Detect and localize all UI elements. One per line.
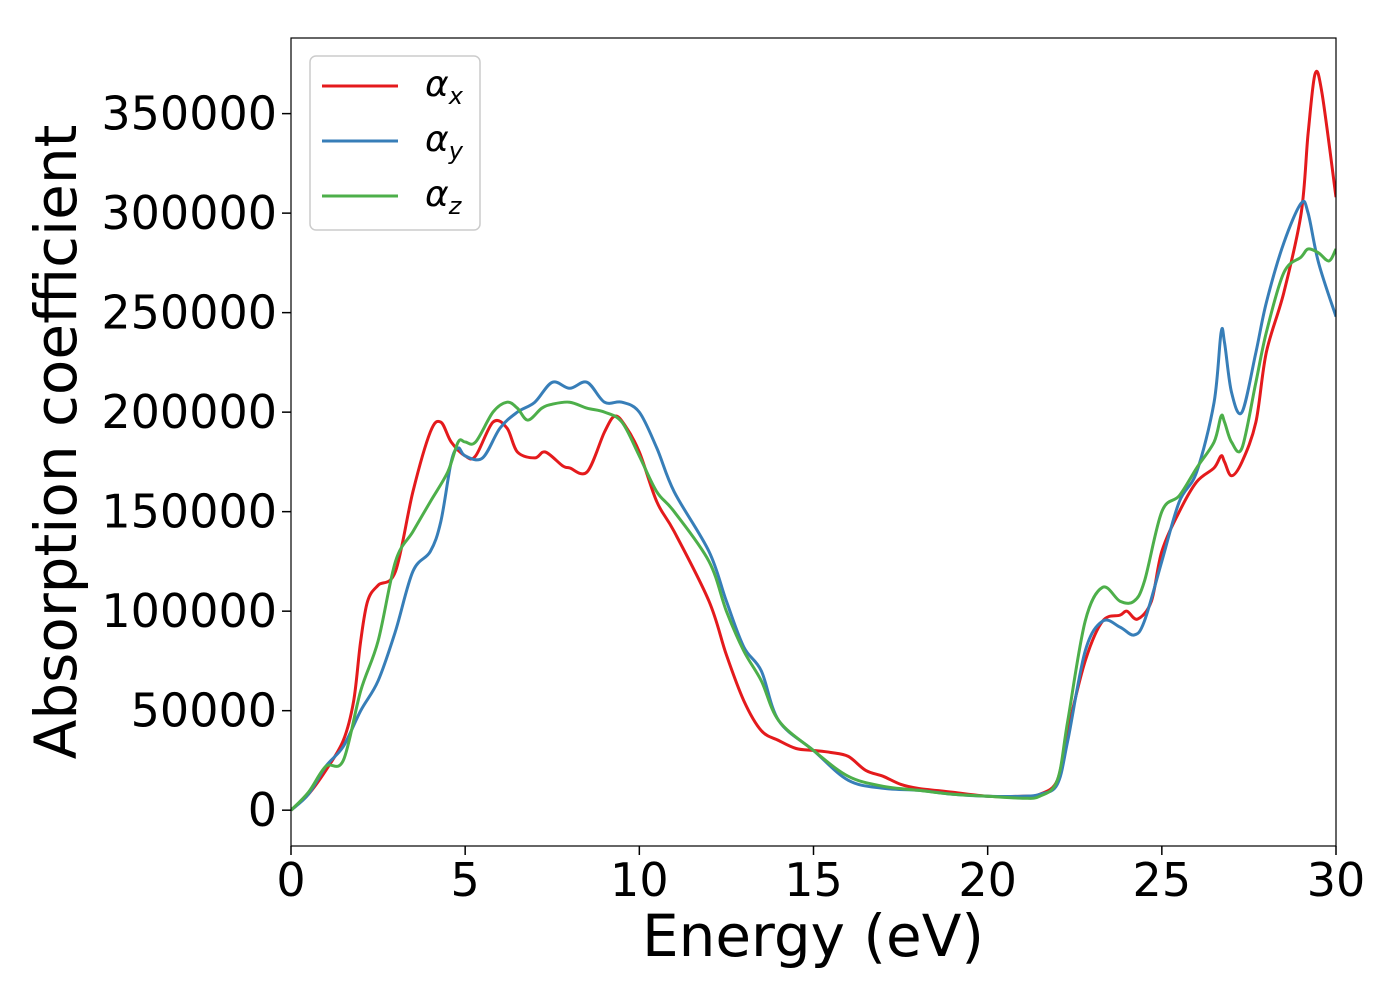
legend: αx αy αz [309, 55, 481, 231]
x-tick-label: 20 [958, 853, 1017, 907]
series-layer [291, 69, 1336, 812]
legend-label-alpha-y: αy [425, 119, 464, 165]
legend-label-alpha-z: αz [425, 174, 463, 220]
x-tick-label: 0 [276, 853, 305, 907]
y-tick-label: 250000 [101, 286, 277, 340]
y-tick-label: 50000 [131, 684, 277, 738]
series-line-alpha-x [291, 69, 1336, 812]
series-line-alpha-z [291, 247, 1336, 812]
x-tick-label: 10 [610, 853, 669, 907]
y-tick-label: 0 [248, 783, 277, 837]
y-tick-label: 150000 [101, 485, 277, 539]
x-axis-title: Energy (eV) [642, 902, 984, 970]
x-tick-label: 25 [1133, 853, 1192, 907]
x-tick-label: 30 [1307, 853, 1366, 907]
y-tick-label: 300000 [101, 186, 277, 240]
y-axis-title: Absorption coefficient [22, 125, 90, 760]
y-tick-label: 200000 [101, 385, 277, 439]
x-tick-label: 15 [784, 853, 843, 907]
y-axis: 0 50000 100000 150000 200000 250000 300000 3500… [101, 87, 291, 837]
x-axis: 0 5 10 15 20 25 30 [276, 846, 1365, 907]
legend-box [309, 55, 481, 231]
legend-label-alpha-x: αx [425, 64, 464, 110]
y-tick-label: 100000 [101, 584, 277, 638]
y-tick-label: 350000 [101, 87, 277, 141]
x-tick-label: 5 [451, 853, 480, 907]
